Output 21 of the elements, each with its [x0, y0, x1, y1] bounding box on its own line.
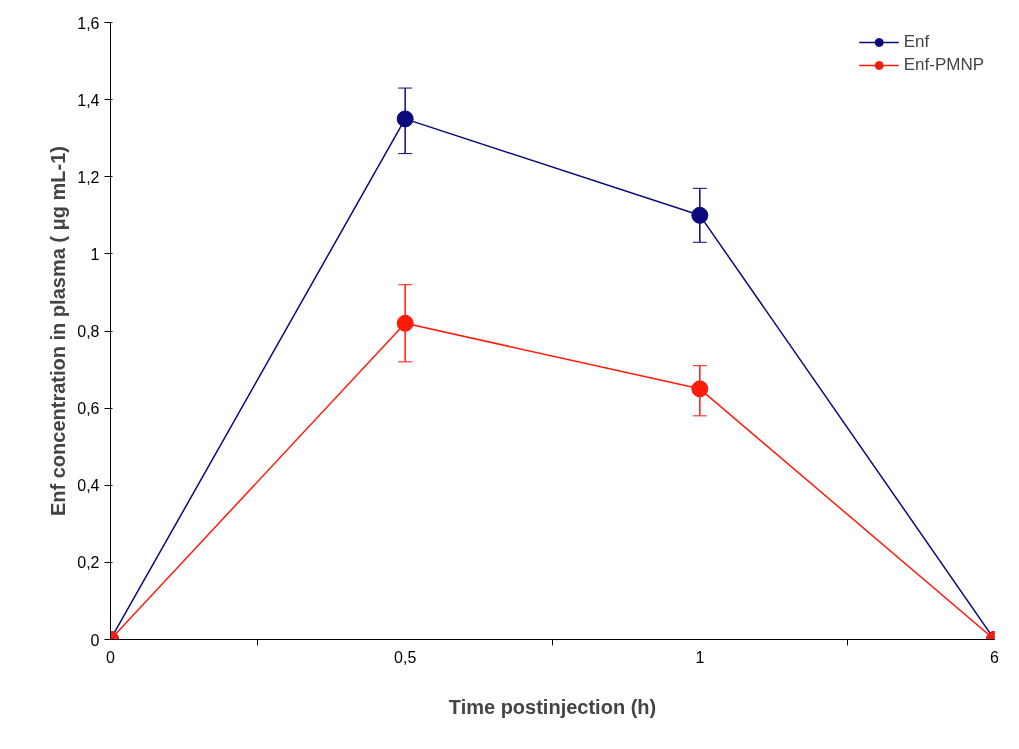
x-tick-label: 0,5 [394, 648, 417, 666]
y-tick-label: 1,6 [77, 14, 100, 32]
legend-label: Enf [903, 32, 930, 52]
y-tick-label: 0,8 [77, 323, 100, 340]
y-tick-label: 1 [90, 245, 100, 263]
y-tick-label: 0,2 [77, 554, 100, 572]
y-tick-label: 1,4 [77, 91, 100, 109]
x-tick-label: 0 [106, 648, 116, 666]
y-axis-title: Enf concentration in plasma ( μg mL-1) [47, 145, 70, 517]
y-tick-label: 0 [90, 631, 100, 649]
x-axis-title: Time postinjection (h) [448, 695, 657, 718]
point [396, 314, 414, 332]
x-tick-label: 6 [990, 648, 1000, 666]
y-tick-label: 0,4 [77, 477, 100, 495]
point [396, 110, 414, 128]
x-tick-label: 1 [695, 648, 705, 666]
y-tick-label: 1,2 [77, 168, 100, 186]
point [691, 206, 709, 224]
y-tick-label: 0,6 [77, 400, 100, 418]
point [691, 380, 709, 398]
legend-label: Enf-PMNP [903, 55, 984, 75]
